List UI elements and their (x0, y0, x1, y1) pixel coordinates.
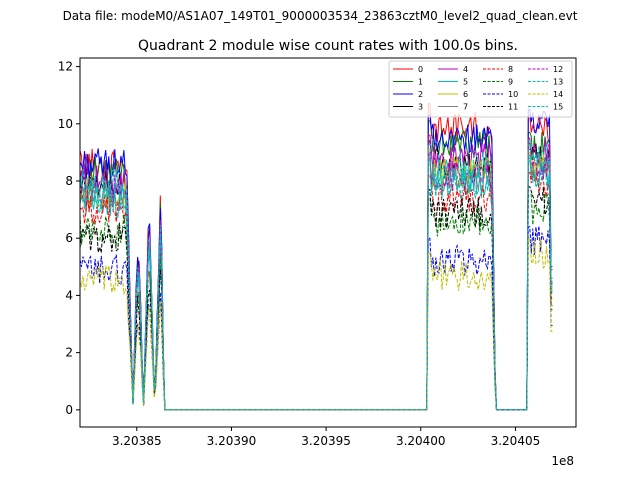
legend-label-12: 12 (553, 65, 563, 74)
legend-label-0: 0 (418, 65, 423, 74)
legend-label-4: 4 (463, 65, 468, 74)
legend-label-8: 8 (508, 65, 513, 74)
x-offset-label: 1e8 (551, 454, 574, 468)
y-tick-label: 10 (58, 117, 73, 131)
x-tick-label: 3.20395 (301, 434, 351, 448)
y-tick-label: 12 (58, 60, 73, 74)
x-tick-label: 3.20390 (207, 434, 257, 448)
legend-box (388, 60, 573, 118)
y-tick-label: 2 (65, 346, 73, 360)
legend-label-6: 6 (463, 90, 468, 99)
legend-label-11: 11 (508, 103, 518, 112)
figure-suptitle: Data file: modeM0/AS1A07_149T01_90000035… (63, 9, 578, 23)
x-axis-ticks: 3.20385 3.20390 3.20395 3.20400 3.20405 (112, 427, 540, 448)
series-line-15 (79, 140, 553, 411)
legend-label-14: 14 (553, 90, 563, 99)
legend-label-1: 1 (418, 78, 423, 87)
axes-frame (79, 57, 577, 428)
chart-title: Quadrant 2 module wise count rates with … (138, 38, 518, 54)
x-tick-label: 3.20405 (491, 434, 541, 448)
series-layer (79, 103, 553, 411)
y-axis-ticks: 0 2 4 6 8 10 12 (58, 60, 80, 417)
legend-label-2: 2 (418, 90, 423, 99)
legend-label-5: 5 (463, 78, 468, 87)
series-line-11 (79, 186, 553, 411)
x-tick-label: 3.20385 (112, 434, 162, 448)
legend-label-7: 7 (463, 103, 468, 112)
legend-label-15: 15 (553, 103, 563, 112)
legend-label-10: 10 (508, 90, 518, 99)
y-tick-label: 8 (65, 174, 73, 188)
legend-label-13: 13 (553, 78, 563, 87)
y-tick-label: 6 (65, 231, 73, 245)
x-tick-label: 3.20400 (396, 434, 446, 448)
y-tick-label: 0 (65, 403, 73, 417)
series-line-14 (79, 237, 553, 411)
legend-label-9: 9 (508, 78, 513, 87)
legend-label-3: 3 (418, 103, 423, 112)
y-tick-label: 4 (65, 288, 73, 302)
